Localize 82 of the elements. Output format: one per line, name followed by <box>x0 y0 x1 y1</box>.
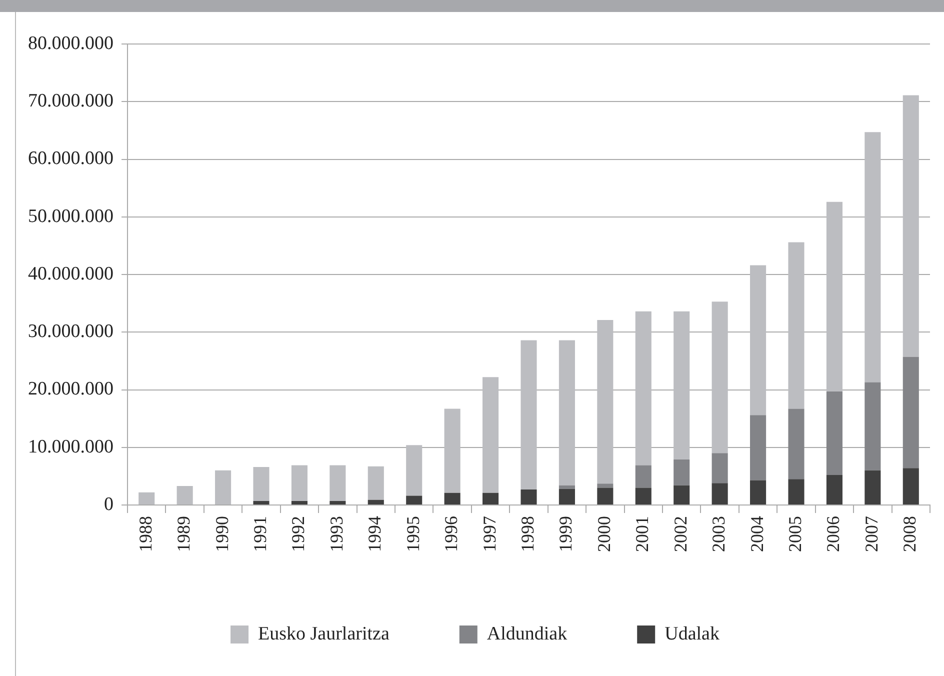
x-tick-label: 2001 <box>632 516 652 552</box>
x-tick-label: 2006 <box>823 516 844 552</box>
bar <box>482 377 499 493</box>
x-tick-label: 1993 <box>326 516 346 552</box>
bar <box>674 311 690 460</box>
x-tick-label: 1999 <box>556 516 576 552</box>
x-tick-label: 1991 <box>250 516 270 552</box>
bar <box>674 485 690 504</box>
bar <box>597 320 614 484</box>
bar <box>788 479 804 504</box>
bar <box>482 492 499 504</box>
bar <box>864 382 881 470</box>
x-tick-label: 2007 <box>861 516 882 552</box>
bar <box>558 340 575 486</box>
y-tick-label: 0 <box>104 494 114 515</box>
x-tick-label: 1995 <box>402 516 423 552</box>
y-tick-label: 80.000.000 <box>28 32 114 54</box>
bar <box>558 488 575 504</box>
bar <box>444 492 460 504</box>
bar <box>520 340 537 490</box>
bar <box>558 485 575 489</box>
bar <box>712 302 728 454</box>
legend-label: Eusko Jaurlaritza <box>258 623 390 644</box>
bar <box>330 500 346 504</box>
bar <box>176 486 193 504</box>
y-tick-label: 60.000.000 <box>28 148 114 170</box>
x-tick-label: 1989 <box>174 516 194 552</box>
bar <box>826 475 842 504</box>
y-tick-label: 70.000.000 <box>28 90 114 112</box>
bar <box>864 470 881 504</box>
x-tick-label: 2002 <box>670 516 690 552</box>
x-tick-label: 2008 <box>900 516 920 552</box>
bar <box>138 492 155 504</box>
bar <box>750 480 766 504</box>
bar <box>712 453 728 484</box>
y-tick-label: 40.000.000 <box>28 263 114 284</box>
y-tick-label: 20.000.000 <box>28 378 114 400</box>
x-tick-label: 2000 <box>594 516 614 552</box>
y-tick-label: 10.000.000 <box>28 436 114 458</box>
x-tick-label: 1998 <box>517 516 538 552</box>
bar <box>635 311 652 466</box>
bar <box>368 466 384 500</box>
bar <box>215 470 232 504</box>
x-tick-label: 1997 <box>479 516 500 552</box>
x-tick-label: 2005 <box>784 516 805 552</box>
bar <box>674 459 690 486</box>
bar <box>902 356 919 468</box>
bar <box>597 488 614 504</box>
y-tick-label: 30.000.000 <box>28 321 114 342</box>
x-tick-label: 1990 <box>212 516 232 552</box>
bar <box>520 489 537 504</box>
x-tick-label: 1992 <box>288 516 308 552</box>
bar <box>291 500 308 504</box>
bar <box>902 468 919 504</box>
x-tick-label: 2003 <box>708 516 729 552</box>
bar <box>826 391 842 476</box>
bar <box>788 242 804 409</box>
bar <box>902 95 919 357</box>
legend-label: Udalak <box>664 623 720 644</box>
bar <box>635 488 652 504</box>
bar <box>330 465 346 501</box>
bar <box>444 408 460 493</box>
bar <box>291 465 308 501</box>
bar <box>368 500 384 504</box>
y-tick-label: 50.000.000 <box>28 206 114 227</box>
bar <box>597 484 614 488</box>
x-tick-label: 1988 <box>135 516 156 552</box>
bar <box>635 465 652 488</box>
x-tick-label: 2004 <box>746 516 767 552</box>
x-tick-label: 1996 <box>441 516 462 552</box>
bar <box>788 408 804 480</box>
bar <box>712 483 728 504</box>
bar <box>253 466 270 501</box>
bar <box>406 445 422 496</box>
bar <box>750 415 766 480</box>
bar <box>864 132 881 382</box>
legend-label: Aldundiak <box>486 623 568 644</box>
x-tick-label: 1994 <box>364 516 385 552</box>
bar <box>253 500 270 504</box>
bar <box>750 265 766 416</box>
bar <box>826 202 842 392</box>
bar <box>406 496 422 504</box>
